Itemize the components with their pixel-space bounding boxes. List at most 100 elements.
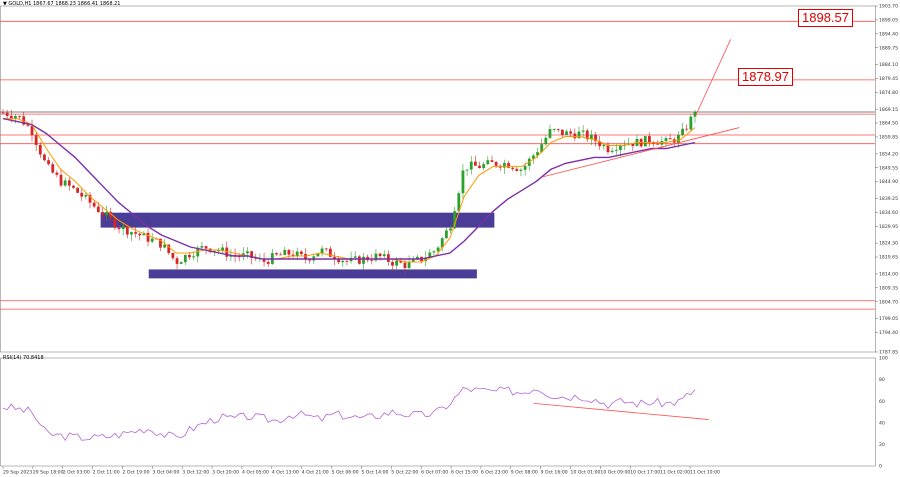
candle-body [171,252,175,259]
candle-body [556,129,560,130]
candle-body [519,169,523,171]
candle-body [561,129,564,136]
candle-body [341,260,345,263]
x-tick-label: 2 Oct 03:00 [63,470,90,476]
candle-body [370,260,374,262]
candle-body [573,133,577,139]
ema-slow-line [2,117,696,260]
candle-body [138,233,142,236]
x-tick-label: 3 Oct 20:00 [212,470,239,476]
x-tick-label: 6 Oct 23:00 [481,470,508,476]
x-tick-label: 4 Oct 21:00 [302,470,329,476]
candle-body [631,143,635,146]
candle-body [386,254,390,262]
y-tick-label: 1804.70 [879,299,898,305]
candle-body [113,217,117,228]
candle-body [14,116,17,119]
candle-body [610,150,614,153]
candle-body [552,129,556,130]
candle-body [18,116,21,117]
price-zone [148,269,477,279]
candle-body [80,192,84,197]
x-tick-label: 9 Oct 16:00 [541,470,568,476]
candle-body [76,187,79,193]
rsi-tick-label: 60 [879,399,885,405]
candle-body [457,193,461,212]
y-tick-label: 1864.50 [879,121,898,127]
x-tick-label: 9 Oct 08:00 [511,470,538,476]
candle-body [88,194,92,203]
x-tick-label: 6 Oct 07:00 [421,470,448,476]
candle-body [250,251,254,259]
candle-body [685,128,689,130]
candle-body [594,134,597,142]
candle-body [444,230,448,239]
candle-body [436,247,440,252]
candle-body [134,232,137,234]
y-tick-label: 1869.15 [879,107,898,113]
candle-body [5,112,9,116]
y-tick-label: 1859.85 [879,135,898,141]
x-tick-label: 11 Oct 10:00 [690,470,720,476]
candle-body [105,211,108,216]
x-tick-label: 10 Oct 01:00 [571,470,601,476]
candle-body [374,253,378,261]
x-tick-label: 4 Oct 13:00 [272,470,299,476]
candle-body [619,145,622,150]
candle-body [192,256,196,258]
grid-and-frames [0,5,876,467]
y-tick-label: 1874.80 [879,90,898,96]
candle-body [424,257,428,262]
candle-body [320,248,324,254]
candle-body [237,256,241,258]
candle-body [577,131,581,139]
y-tick-label: 1903.70 [879,4,898,10]
candle-body [92,202,96,207]
candle-body [494,161,498,166]
candle-body [544,137,548,145]
rsi-line [2,386,696,442]
candle-body [482,164,486,169]
main-frame [0,5,876,353]
candle-body [217,250,220,252]
candle-body [188,254,191,258]
x-tick-label: 11 Oct 02:00 [660,470,690,476]
candle-body [403,262,407,269]
candle-body [353,256,357,258]
candle-body [511,167,515,169]
y-tick-label: 1894.40 [879,31,898,37]
candle-body [30,125,34,136]
y-tick-label: 1849.55 [879,165,898,171]
candle-body [308,259,312,261]
y-tick-label: 1794.40 [879,330,898,336]
candle-body [254,258,258,259]
candle-body [382,254,386,257]
candle-body [531,155,535,159]
candle-body [643,136,647,147]
candle-body [43,154,46,161]
candle-body [262,258,266,262]
candle-body [291,254,295,257]
candle-body [225,247,229,257]
candle-body [399,260,403,263]
candle-body [304,253,307,260]
candle-body [428,252,432,258]
candle-body [681,128,684,135]
candle-body [490,160,494,162]
candle-body [502,163,506,168]
candle-body [159,238,162,248]
candle-body [200,246,204,248]
trend-lines [542,39,740,178]
y-tick-label: 1844.90 [879,179,898,185]
candle-body [221,247,225,251]
candle-body [55,172,59,175]
rsi-tick-label: 80 [879,377,885,383]
candle-body [109,211,113,218]
candle-body [163,244,167,248]
candle-body [569,131,573,134]
support-resistance-zones [100,212,495,279]
candle-body [345,260,349,262]
y-tick-label: 1814.00 [879,271,898,277]
candle-body [67,180,71,186]
candle-body [275,253,278,255]
